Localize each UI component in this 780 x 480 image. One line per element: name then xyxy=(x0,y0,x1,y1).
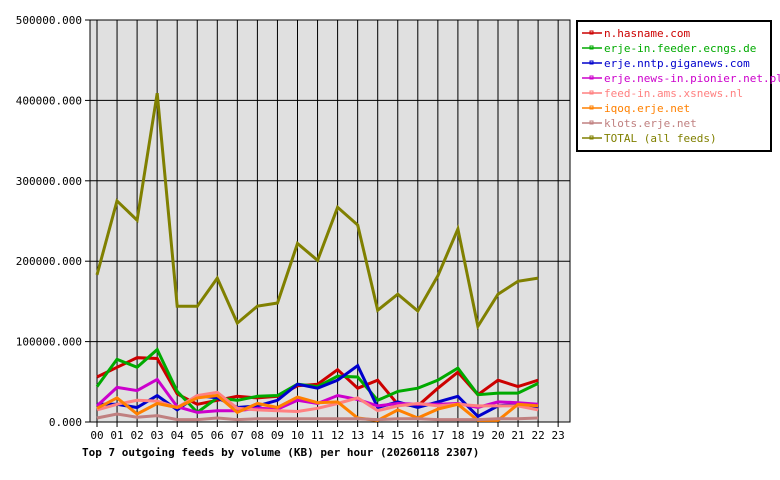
x-tick-label: 16 xyxy=(411,429,424,442)
x-tick-label: 02 xyxy=(130,429,143,442)
x-tick-label: 18 xyxy=(451,429,464,442)
y-tick-label: 100000.000 xyxy=(16,336,82,349)
y-tick-label: 300000.000 xyxy=(16,175,82,188)
legend-label: erje-in.feeder.ecngs.de xyxy=(604,42,756,55)
chart-title: Top 7 outgoing feeds by volume (KB) per … xyxy=(82,446,479,459)
legend-label: n.hasname.com xyxy=(604,27,690,40)
x-tick-label: 06 xyxy=(211,429,224,442)
y-tick-label: 500000.000 xyxy=(16,14,82,27)
x-tick-label: 19 xyxy=(471,429,484,442)
y-tick-label: 200000.000 xyxy=(16,255,82,268)
x-tick-label: 11 xyxy=(311,429,324,442)
y-tick-label: 0.000 xyxy=(49,416,82,429)
x-tick-label: 07 xyxy=(231,429,244,442)
legend-marker xyxy=(589,135,594,140)
x-tick-label: 09 xyxy=(271,429,284,442)
series-line-7 xyxy=(95,92,539,331)
legend-label: feed-in.ams.xsnews.nl xyxy=(604,87,743,100)
y-tick-label: 400000.000 xyxy=(16,94,82,107)
series-line-0 xyxy=(96,356,539,408)
x-tick-label: 21 xyxy=(511,429,524,442)
legend-label: iqoq.erje.net xyxy=(604,102,690,115)
series-line-5 xyxy=(96,393,539,422)
legend-marker xyxy=(589,60,594,65)
legend-label: klots.erje.net xyxy=(604,117,697,130)
legend-marker xyxy=(589,90,594,95)
x-tick-label: 23 xyxy=(552,429,565,442)
x-tick-label: 00 xyxy=(90,429,103,442)
x-tick-label: 03 xyxy=(151,429,164,442)
grid xyxy=(90,19,570,423)
x-tick-label: 05 xyxy=(191,429,204,442)
legend-marker xyxy=(589,45,594,50)
series-line-6 xyxy=(96,412,539,422)
x-tick-label: 13 xyxy=(351,429,364,442)
x-tick-label: 20 xyxy=(491,429,504,442)
x-tick-label: 14 xyxy=(371,429,385,442)
legend-marker xyxy=(589,30,594,35)
x-tick-label: 10 xyxy=(291,429,304,442)
x-tick-label: 17 xyxy=(431,429,444,442)
series-lines xyxy=(95,92,539,422)
x-axis: 00 01 02 03 04 05 06 07 08 09 10 11 12 13 14 15 16 17 18 19… xyxy=(90,422,565,442)
legend-marker xyxy=(589,105,594,110)
y-axis: 0.000 100000.000 200000.000 300000.000 40000… xyxy=(16,14,90,429)
x-tick-label: 12 xyxy=(331,429,344,442)
x-tick-label: 04 xyxy=(171,429,185,442)
legend-marker xyxy=(589,120,594,125)
legend-label: erje.nntp.giganews.com xyxy=(604,57,750,70)
legend-marker xyxy=(589,75,594,80)
x-tick-label: 08 xyxy=(251,429,264,442)
x-tick-label: 22 xyxy=(531,429,544,442)
legend: n.hasname.com erje-in.feeder.ecngs.de erje… xyxy=(576,20,780,152)
legend-label: TOTAL (all feeds) xyxy=(604,132,717,145)
x-tick-label: 15 xyxy=(391,429,404,442)
x-tick-label: 01 xyxy=(110,429,123,442)
legend-label: erje.news-in.pionier.net.pl xyxy=(604,72,780,85)
